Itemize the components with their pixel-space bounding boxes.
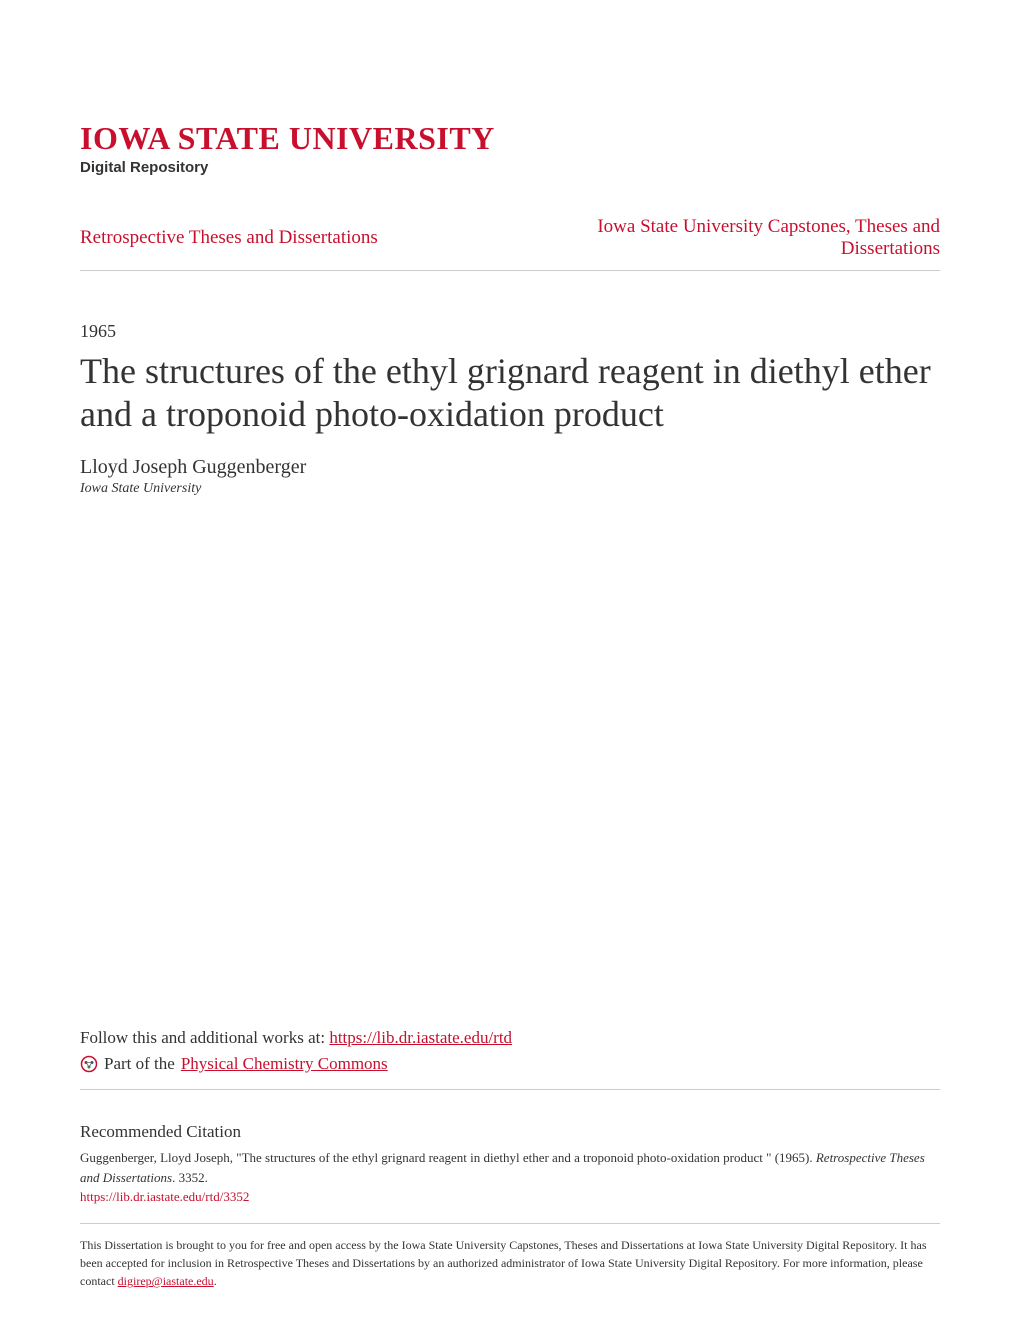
follow-text: Follow this and additional works at: htt… bbox=[80, 1028, 940, 1048]
follow-prefix: Follow this and additional works at: bbox=[80, 1028, 329, 1047]
logo-sub: Digital Repository bbox=[80, 159, 940, 176]
logo-main: IOWA STATE UNIVERSITY bbox=[80, 120, 940, 157]
citation-heading: Recommended Citation bbox=[80, 1122, 940, 1142]
footer-text: This Dissertation is brought to you for … bbox=[80, 1236, 940, 1290]
network-icon bbox=[80, 1055, 98, 1073]
nav-collection-link[interactable]: Retrospective Theses and Dissertations bbox=[80, 227, 378, 249]
citation-text-1: Guggenberger, Lloyd Joseph, "The structu… bbox=[80, 1150, 816, 1165]
partof-prefix: Part of the bbox=[104, 1054, 175, 1074]
citation-section: Recommended Citation Guggenberger, Lloyd… bbox=[80, 1122, 940, 1205]
logo-section: IOWA STATE UNIVERSITY Digital Repository bbox=[80, 120, 940, 176]
footer-section: This Dissertation is brought to you for … bbox=[80, 1223, 940, 1290]
publication-year: 1965 bbox=[80, 321, 940, 342]
follow-section: Follow this and additional works at: htt… bbox=[80, 1028, 940, 1090]
footer-email-link[interactable]: digirep@iastate.edu bbox=[118, 1274, 214, 1288]
citation-link[interactable]: https://lib.dr.iastate.edu/rtd/3352 bbox=[80, 1189, 940, 1205]
citation-text-2: . 3352. bbox=[172, 1170, 208, 1185]
author-affiliation: Iowa State University bbox=[80, 481, 940, 497]
nav-row: Retrospective Theses and Dissertations I… bbox=[80, 206, 940, 271]
citation-text: Guggenberger, Lloyd Joseph, "The structu… bbox=[80, 1148, 940, 1187]
follow-url-link[interactable]: https://lib.dr.iastate.edu/rtd bbox=[329, 1028, 512, 1047]
footer-text-2: . bbox=[214, 1274, 217, 1288]
nav-parent-link[interactable]: Iowa State University Capstones, Theses … bbox=[540, 216, 940, 260]
document-title: The structures of the ethyl grignard rea… bbox=[80, 350, 940, 436]
partof-row: Part of the Physical Chemistry Commons bbox=[80, 1054, 940, 1090]
author-name: Lloyd Joseph Guggenberger bbox=[80, 456, 940, 479]
partof-link[interactable]: Physical Chemistry Commons bbox=[181, 1054, 388, 1074]
